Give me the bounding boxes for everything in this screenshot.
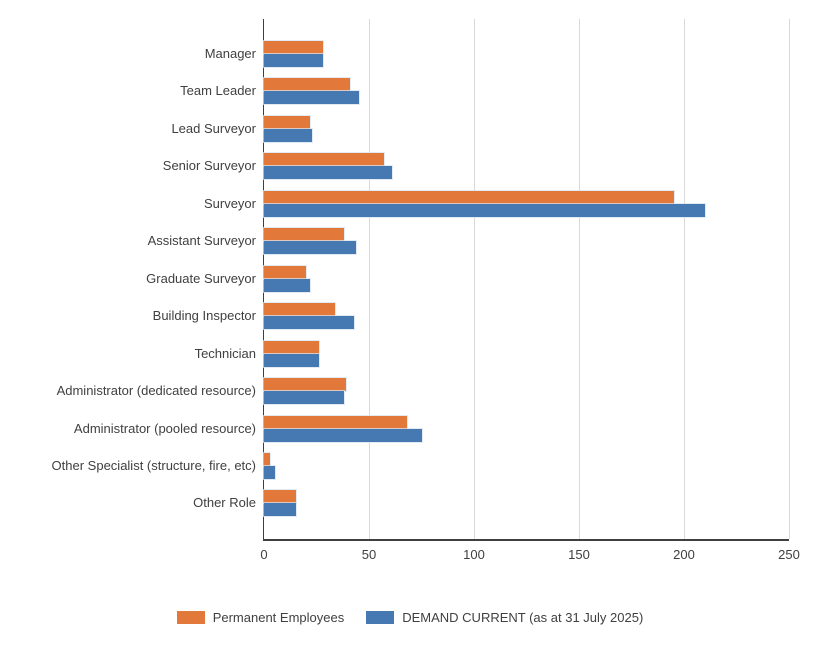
category-label-7: Building Inspector — [152, 308, 256, 324]
bar-demand-11 — [264, 465, 275, 479]
bar-permanent-10 — [264, 415, 407, 429]
legend: Permanent Employees DEMAND CURRENT (as a… — [0, 610, 820, 625]
category-label-3: Senior Surveyor — [162, 158, 256, 174]
category-label-1: Team Leader — [180, 83, 256, 99]
category-label-6: Graduate Surveyor — [146, 270, 256, 286]
x-tick-label-0: 0 — [260, 547, 268, 562]
bar-permanent-11 — [264, 452, 271, 466]
legend-label-permanent-employees: Permanent Employees — [212, 610, 345, 625]
bar-demand-4 — [264, 203, 705, 217]
x-tick-label-100: 100 — [463, 547, 485, 562]
legend-swatch-demand-current — [366, 611, 395, 624]
x-tick-label-250: 250 — [778, 547, 800, 562]
bar-demand-12 — [264, 503, 296, 517]
bar-demand-6 — [264, 278, 311, 292]
bar-permanent-8 — [264, 340, 319, 354]
category-label-5: Assistant Surveyor — [147, 233, 256, 249]
bar-demand-7 — [264, 316, 355, 330]
legend-label-demand-current: DEMAND CURRENT (as at 31 July 2025) — [402, 610, 644, 625]
bar-demand-2 — [264, 128, 313, 142]
bar-demand-1 — [264, 91, 359, 105]
category-label-2: Lead Surveyor — [171, 120, 256, 136]
category-label-12: Other Role — [193, 495, 256, 511]
bar-demand-8 — [264, 353, 319, 367]
category-label-8: Technician — [194, 345, 256, 361]
bar-permanent-1 — [264, 78, 351, 92]
category-label-4: Surveyor — [203, 195, 256, 211]
bar-permanent-0 — [264, 41, 323, 54]
bar-permanent-7 — [264, 303, 336, 317]
legend-item-demand-current: DEMAND CURRENT (as at 31 July 2025) — [366, 610, 643, 625]
bar-demand-10 — [264, 428, 422, 442]
legend-item-permanent-employees: Permanent Employees — [176, 610, 345, 625]
legend-swatch-permanent-employees — [176, 611, 205, 624]
bar-permanent-12 — [264, 490, 296, 504]
x-tick-label-200: 200 — [673, 547, 695, 562]
bar-permanent-3 — [264, 153, 384, 167]
plot-area — [263, 19, 790, 541]
x-tick-label-50: 50 — [361, 547, 377, 562]
bar-permanent-5 — [264, 228, 344, 242]
gridline-200 — [684, 19, 685, 539]
gridline-150 — [579, 19, 580, 539]
category-label-9: Administrator (dedicated resource) — [56, 383, 256, 399]
bar-demand-0 — [264, 54, 323, 67]
bar-demand-5 — [264, 241, 357, 255]
bar-permanent-4 — [264, 190, 674, 204]
bar-demand-9 — [264, 391, 344, 405]
category-label-10: Administrator (pooled resource) — [73, 420, 256, 436]
bar-permanent-2 — [264, 115, 311, 129]
category-label-11: Other Specialist (structure, fire, etc) — [51, 457, 256, 473]
category-label-0: Manager — [204, 46, 256, 61]
gridline-250 — [789, 19, 790, 539]
bar-permanent-9 — [264, 378, 346, 392]
bar-demand-3 — [264, 166, 393, 180]
bar-permanent-6 — [264, 265, 306, 279]
gridline-100 — [474, 19, 475, 539]
gridline-50 — [369, 19, 370, 539]
x-tick-label-150: 150 — [568, 547, 590, 562]
